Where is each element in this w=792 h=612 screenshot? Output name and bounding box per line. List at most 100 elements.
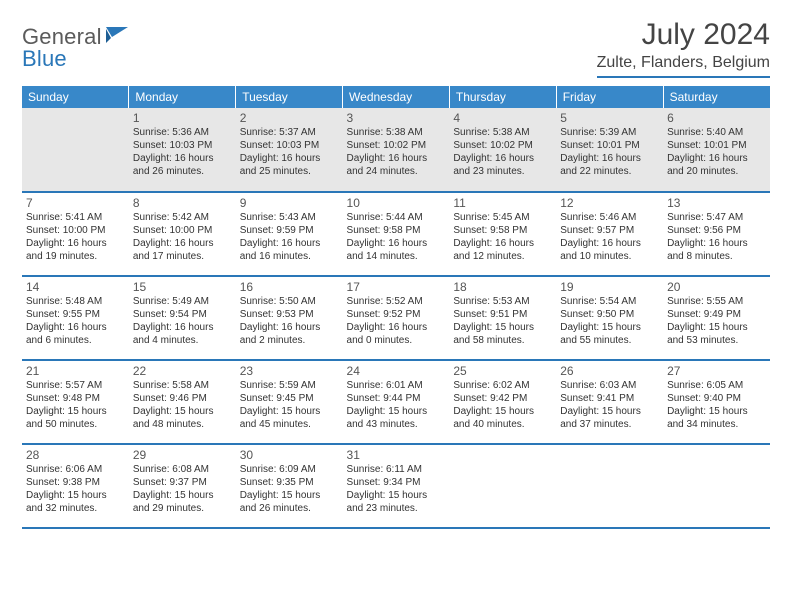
day-number: 28 bbox=[26, 448, 125, 463]
day2-text: and 32 minutes. bbox=[26, 503, 125, 516]
sunset-text: Sunset: 9:38 PM bbox=[26, 477, 125, 490]
calendar-cell bbox=[556, 444, 663, 528]
logo-text-blue: Blue bbox=[22, 46, 67, 71]
day1-text: Daylight: 16 hours bbox=[240, 153, 339, 166]
day2-text: and 43 minutes. bbox=[347, 419, 446, 432]
day-number: 20 bbox=[667, 280, 766, 295]
day1-text: Daylight: 15 hours bbox=[133, 406, 232, 419]
calendar-cell bbox=[663, 444, 770, 528]
calendar-cell: 18Sunrise: 5:53 AMSunset: 9:51 PMDayligh… bbox=[449, 276, 556, 360]
calendar-cell: 5Sunrise: 5:39 AMSunset: 10:01 PMDayligh… bbox=[556, 108, 663, 192]
day-number: 17 bbox=[347, 280, 446, 295]
calendar-cell: 4Sunrise: 5:38 AMSunset: 10:02 PMDayligh… bbox=[449, 108, 556, 192]
day2-text: and 6 minutes. bbox=[26, 335, 125, 348]
sunrise-text: Sunrise: 5:36 AM bbox=[133, 127, 232, 140]
sunrise-text: Sunrise: 6:02 AM bbox=[453, 380, 552, 393]
logo-text-blue-wrap: Blue bbox=[22, 46, 67, 72]
day2-text: and 12 minutes. bbox=[453, 251, 552, 264]
day1-text: Daylight: 16 hours bbox=[240, 322, 339, 335]
sunrise-text: Sunrise: 5:38 AM bbox=[453, 127, 552, 140]
day1-text: Daylight: 15 hours bbox=[453, 406, 552, 419]
day-number: 22 bbox=[133, 364, 232, 379]
sunrise-text: Sunrise: 5:58 AM bbox=[133, 380, 232, 393]
day2-text: and 14 minutes. bbox=[347, 251, 446, 264]
day-number: 6 bbox=[667, 111, 766, 126]
day-header: Tuesday bbox=[236, 86, 343, 108]
day-header: Sunday bbox=[22, 86, 129, 108]
sunset-text: Sunset: 10:00 PM bbox=[26, 225, 125, 238]
day1-text: Daylight: 15 hours bbox=[347, 406, 446, 419]
day1-text: Daylight: 15 hours bbox=[240, 406, 339, 419]
day2-text: and 50 minutes. bbox=[26, 419, 125, 432]
day1-text: Daylight: 15 hours bbox=[453, 322, 552, 335]
day-number: 7 bbox=[26, 196, 125, 211]
day-number: 3 bbox=[347, 111, 446, 126]
calendar-cell: 31Sunrise: 6:11 AMSunset: 9:34 PMDayligh… bbox=[343, 444, 450, 528]
calendar-cell: 15Sunrise: 5:49 AMSunset: 9:54 PMDayligh… bbox=[129, 276, 236, 360]
sunrise-text: Sunrise: 6:11 AM bbox=[347, 464, 446, 477]
day-number: 11 bbox=[453, 196, 552, 211]
day1-text: Daylight: 15 hours bbox=[667, 322, 766, 335]
sunset-text: Sunset: 9:55 PM bbox=[26, 309, 125, 322]
logo-flag-icon bbox=[106, 27, 128, 48]
day2-text: and 10 minutes. bbox=[560, 251, 659, 264]
day2-text: and 26 minutes. bbox=[133, 166, 232, 179]
day2-text: and 37 minutes. bbox=[560, 419, 659, 432]
calendar-cell: 9Sunrise: 5:43 AMSunset: 9:59 PMDaylight… bbox=[236, 192, 343, 276]
day2-text: and 45 minutes. bbox=[240, 419, 339, 432]
sunset-text: Sunset: 10:03 PM bbox=[133, 140, 232, 153]
calendar-cell: 27Sunrise: 6:05 AMSunset: 9:40 PMDayligh… bbox=[663, 360, 770, 444]
calendar-cell: 7Sunrise: 5:41 AMSunset: 10:00 PMDayligh… bbox=[22, 192, 129, 276]
sunset-text: Sunset: 9:52 PM bbox=[347, 309, 446, 322]
sunrise-text: Sunrise: 5:54 AM bbox=[560, 296, 659, 309]
day1-text: Daylight: 15 hours bbox=[133, 490, 232, 503]
sunrise-text: Sunrise: 5:53 AM bbox=[453, 296, 552, 309]
sunrise-text: Sunrise: 6:08 AM bbox=[133, 464, 232, 477]
day-number: 25 bbox=[453, 364, 552, 379]
day2-text: and 19 minutes. bbox=[26, 251, 125, 264]
calendar-cell: 3Sunrise: 5:38 AMSunset: 10:02 PMDayligh… bbox=[343, 108, 450, 192]
day2-text: and 55 minutes. bbox=[560, 335, 659, 348]
sunset-text: Sunset: 10:02 PM bbox=[347, 140, 446, 153]
sunrise-text: Sunrise: 5:55 AM bbox=[667, 296, 766, 309]
day-number: 31 bbox=[347, 448, 446, 463]
sunset-text: Sunset: 9:59 PM bbox=[240, 225, 339, 238]
day2-text: and 25 minutes. bbox=[240, 166, 339, 179]
calendar-cell: 30Sunrise: 6:09 AMSunset: 9:35 PMDayligh… bbox=[236, 444, 343, 528]
sunrise-text: Sunrise: 5:49 AM bbox=[133, 296, 232, 309]
day1-text: Daylight: 16 hours bbox=[453, 153, 552, 166]
day-header: Monday bbox=[129, 86, 236, 108]
sunset-text: Sunset: 9:56 PM bbox=[667, 225, 766, 238]
day-number: 24 bbox=[347, 364, 446, 379]
calendar-cell bbox=[22, 108, 129, 192]
day2-text: and 48 minutes. bbox=[133, 419, 232, 432]
day-number: 27 bbox=[667, 364, 766, 379]
day2-text: and 23 minutes. bbox=[347, 503, 446, 516]
day2-text: and 29 minutes. bbox=[133, 503, 232, 516]
sunset-text: Sunset: 10:01 PM bbox=[667, 140, 766, 153]
sunrise-text: Sunrise: 6:03 AM bbox=[560, 380, 659, 393]
sunrise-text: Sunrise: 5:44 AM bbox=[347, 212, 446, 225]
day-number: 23 bbox=[240, 364, 339, 379]
sunset-text: Sunset: 9:48 PM bbox=[26, 393, 125, 406]
day-number: 18 bbox=[453, 280, 552, 295]
day-header-row: Sunday Monday Tuesday Wednesday Thursday… bbox=[22, 86, 770, 108]
calendar-cell: 16Sunrise: 5:50 AMSunset: 9:53 PMDayligh… bbox=[236, 276, 343, 360]
calendar-cell: 29Sunrise: 6:08 AMSunset: 9:37 PMDayligh… bbox=[129, 444, 236, 528]
day-number: 21 bbox=[26, 364, 125, 379]
sunset-text: Sunset: 10:00 PM bbox=[133, 225, 232, 238]
day1-text: Daylight: 16 hours bbox=[347, 238, 446, 251]
calendar-cell: 8Sunrise: 5:42 AMSunset: 10:00 PMDayligh… bbox=[129, 192, 236, 276]
day2-text: and 2 minutes. bbox=[240, 335, 339, 348]
day-number: 26 bbox=[560, 364, 659, 379]
day-number: 13 bbox=[667, 196, 766, 211]
sunset-text: Sunset: 9:35 PM bbox=[240, 477, 339, 490]
day-number: 5 bbox=[560, 111, 659, 126]
day-header: Thursday bbox=[449, 86, 556, 108]
sunrise-text: Sunrise: 5:38 AM bbox=[347, 127, 446, 140]
sunrise-text: Sunrise: 5:40 AM bbox=[667, 127, 766, 140]
day-number: 2 bbox=[240, 111, 339, 126]
day1-text: Daylight: 16 hours bbox=[560, 153, 659, 166]
sunset-text: Sunset: 9:58 PM bbox=[347, 225, 446, 238]
day1-text: Daylight: 16 hours bbox=[26, 322, 125, 335]
